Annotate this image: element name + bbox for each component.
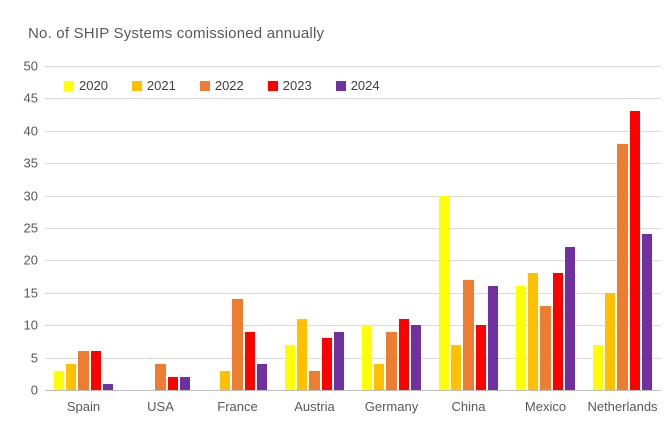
- bar-germany-2023: [398, 318, 410, 390]
- x-tick-label-usa: USA: [147, 399, 174, 414]
- legend-swatch-2021: [131, 80, 142, 91]
- x-axis-line: [45, 390, 661, 391]
- bar-germany-2024: [410, 325, 422, 390]
- y-tick-label-40: 40: [23, 123, 38, 139]
- bar-spain-2020: [53, 370, 65, 390]
- legend-swatch-2024: [335, 80, 346, 91]
- bar-spain-2024: [102, 383, 114, 390]
- legend-item-2023: 2023: [267, 78, 312, 93]
- bar-china-2020: [438, 195, 450, 390]
- bar-spain-2022: [78, 351, 89, 390]
- bar-germany-2020: [361, 325, 373, 390]
- bar-spain-2023: [90, 351, 102, 390]
- legend-swatch-2022: [199, 80, 210, 91]
- gridline-25: [45, 228, 661, 229]
- legend-item-2022: 2022: [199, 78, 244, 93]
- bar-mexico-2020: [515, 286, 527, 390]
- gridline-20: [45, 260, 661, 262]
- bar-netherlands-2024: [641, 234, 653, 390]
- bar-austria-2021: [296, 318, 308, 390]
- chart-title: No. of SHIP Systems comissioned annually: [28, 25, 325, 42]
- bar-usa-2024: [179, 377, 191, 390]
- bar-china-2024: [487, 286, 499, 390]
- bar-austria-2022: [309, 370, 320, 390]
- x-tick-label-netherlands: Netherlands: [587, 399, 658, 414]
- y-tick-label-25: 25: [23, 220, 38, 236]
- gridline-45: [45, 98, 661, 100]
- bar-china-2021: [450, 344, 462, 390]
- legend-label-2024: 2024: [350, 78, 380, 93]
- gridline-35: [45, 163, 661, 165]
- bar-china-2023: [475, 325, 487, 390]
- bar-austria-2020: [284, 344, 296, 390]
- x-tick-label-france: France: [217, 399, 258, 414]
- gridline-10: [45, 325, 661, 327]
- legend-label-2020: 2020: [79, 78, 108, 93]
- bar-austria-2024: [333, 331, 345, 390]
- bar-netherlands-2021: [604, 292, 616, 390]
- bar-mexico-2021: [527, 273, 539, 390]
- bar-china-2022: [463, 279, 474, 390]
- x-tick-label-spain: Spain: [66, 399, 101, 414]
- legend-label-2023: 2023: [282, 78, 312, 93]
- legend-item-2020: 2020: [64, 78, 108, 93]
- bar-netherlands-2023: [629, 111, 641, 390]
- gridline-30: [45, 195, 661, 197]
- y-tick-label-30: 30: [23, 188, 38, 204]
- bar-usa-2022: [155, 364, 166, 390]
- gridline-50: [45, 66, 661, 67]
- x-tick-label-germany: Germany: [364, 399, 419, 414]
- y-tick-label-50: 50: [23, 58, 38, 74]
- bar-usa-2023: [167, 377, 179, 390]
- y-tick-label-0: 0: [30, 382, 38, 398]
- gridline-40: [45, 130, 661, 132]
- y-tick-label-35: 35: [23, 155, 38, 171]
- y-tick-label-45: 45: [23, 90, 38, 106]
- bar-france-2023: [244, 331, 256, 390]
- bar-germany-2021: [373, 364, 385, 390]
- legend-label-2022: 2022: [214, 78, 244, 93]
- gridline-15: [45, 292, 661, 294]
- bar-mexico-2024: [564, 247, 576, 390]
- y-tick-label-5: 5: [30, 350, 38, 366]
- legend-item-2021: 2021: [131, 78, 176, 93]
- bar-austria-2023: [321, 338, 333, 390]
- legend-label-2021: 2021: [146, 78, 176, 93]
- legend-swatch-2020: [64, 80, 74, 91]
- y-tick-label-15: 15: [23, 285, 38, 301]
- x-tick-label-china: China: [451, 399, 486, 414]
- x-tick-label-austria: Austria: [294, 399, 335, 414]
- legend-item-2024: 2024: [335, 78, 380, 93]
- bar-france-2022: [232, 299, 243, 390]
- bar-spain-2021: [65, 364, 77, 390]
- y-tick-label-20: 20: [23, 252, 38, 268]
- x-tick-label-mexico: Mexico: [524, 399, 567, 414]
- gridline-5: [45, 357, 661, 359]
- bar-france-2021: [219, 370, 231, 390]
- bar-france-2024: [256, 364, 268, 390]
- y-tick-label-10: 10: [23, 317, 38, 333]
- bar-mexico-2022: [540, 305, 551, 390]
- bar-mexico-2023: [552, 273, 564, 390]
- bar-germany-2022: [386, 331, 397, 390]
- legend: 2020 2021 2022 2023 2024: [64, 78, 380, 93]
- legend-swatch-2023: [267, 80, 278, 91]
- bar-netherlands-2020: [592, 344, 604, 390]
- bar-netherlands-2022: [617, 143, 628, 390]
